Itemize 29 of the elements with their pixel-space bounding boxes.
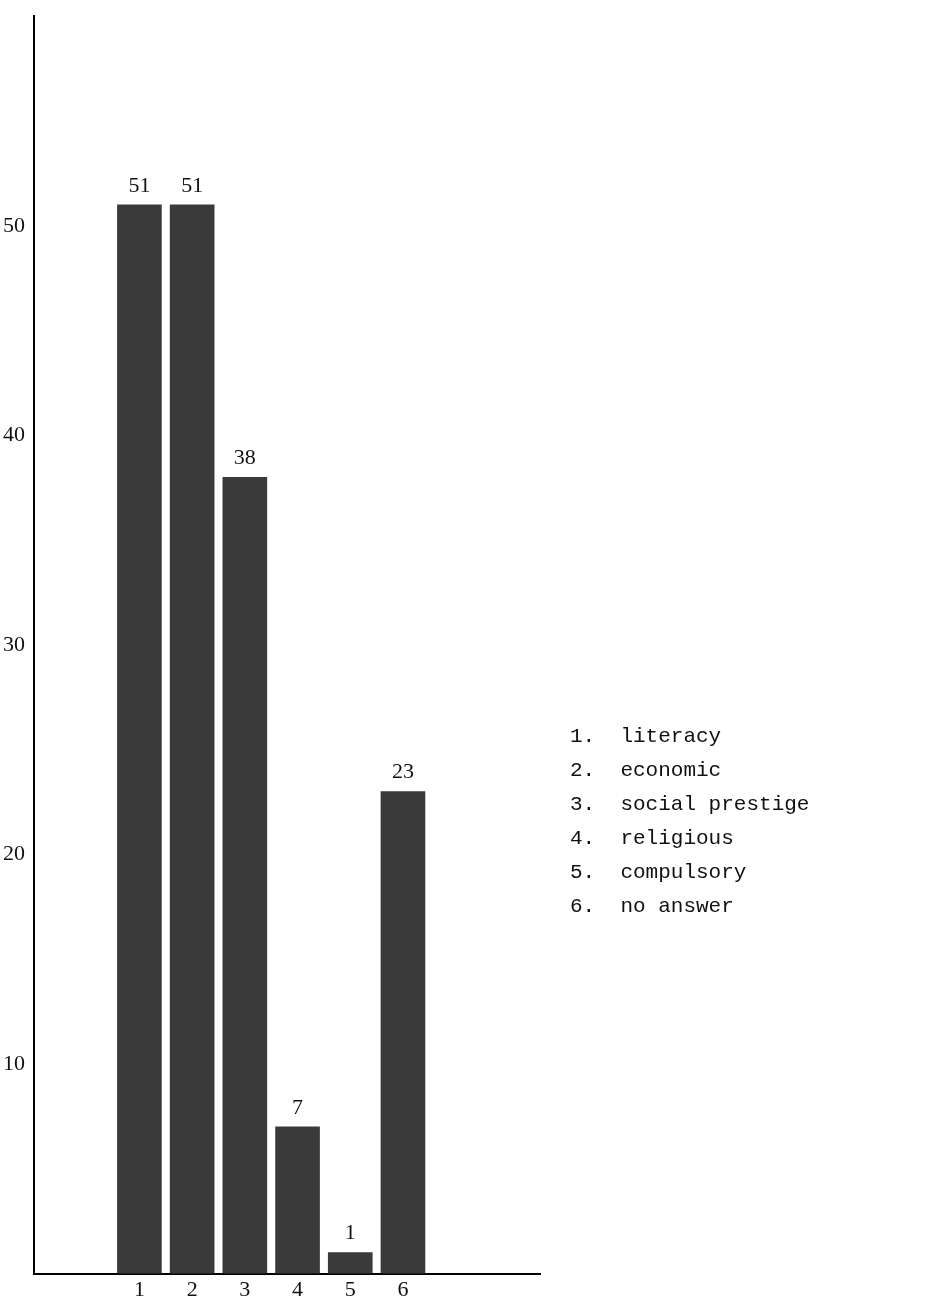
bar	[117, 204, 162, 1274]
text: 1. literacy	[570, 724, 723, 750]
bar	[275, 1126, 320, 1274]
x-tick-label: 5	[344, 1275, 356, 1301]
data-label: 7	[292, 1093, 304, 1119]
data-label: 51	[128, 171, 151, 197]
x-tick-label: 4	[292, 1275, 304, 1301]
text: 6. no answer	[570, 894, 735, 920]
y-tick-label: 30	[3, 630, 25, 656]
text: 4. religious	[570, 826, 735, 852]
x-tick-label: 3	[239, 1275, 251, 1301]
x-tick-label: 6	[397, 1275, 409, 1301]
y-tick-label: 10	[3, 1049, 25, 1075]
text: 5. compulsory	[570, 860, 748, 886]
bar	[380, 791, 426, 1274]
data-label: 1	[344, 1219, 356, 1245]
y-tick-label: 50	[3, 211, 25, 237]
text: 2. economic	[570, 758, 723, 784]
bar	[169, 204, 215, 1274]
bar	[327, 1252, 373, 1274]
y-tick-label: 20	[3, 840, 25, 866]
data-label: 38	[233, 444, 256, 470]
bar	[222, 476, 268, 1274]
text: 3. social prestige	[570, 792, 810, 818]
data-label: 23	[391, 758, 414, 784]
y-tick-label: 40	[3, 421, 25, 447]
x-tick-label: 1	[133, 1275, 145, 1301]
x-tick-label: 2	[186, 1275, 198, 1301]
data-label: 51	[181, 171, 204, 197]
